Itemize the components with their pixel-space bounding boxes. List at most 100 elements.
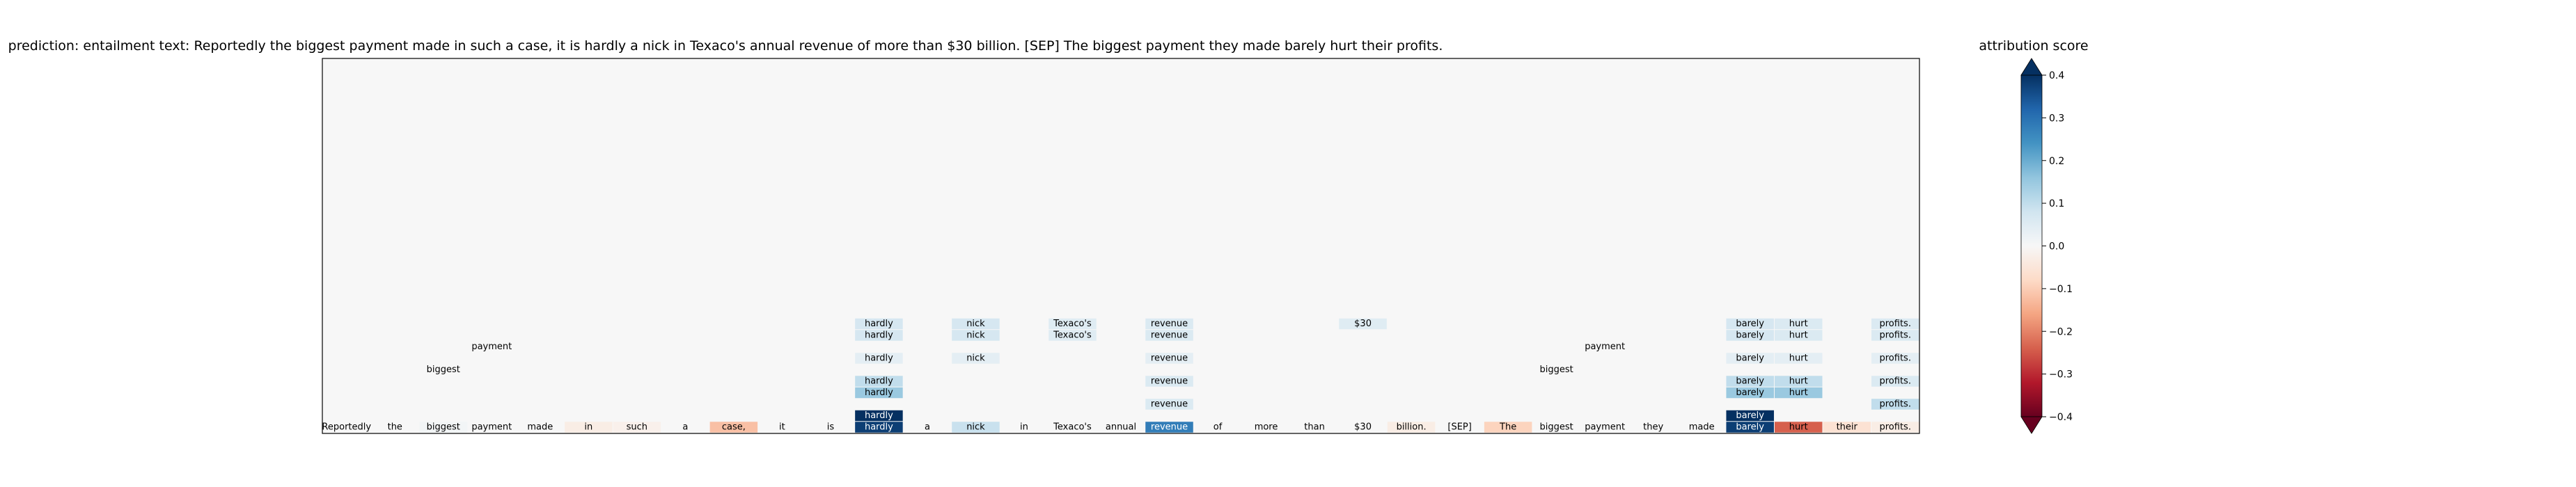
colorbar-tick-label: −0.4 <box>2049 412 2073 423</box>
token-29-label: barely <box>1736 422 1764 433</box>
token-24-cell <box>1484 422 1532 433</box>
layer-6-token-29-label: barely <box>1736 353 1764 364</box>
token-14-label: in <box>1020 422 1028 433</box>
token-16-cell <box>1097 422 1145 433</box>
layer-6-token-17-cell <box>1145 353 1193 364</box>
layer-8-token-30-cell <box>1774 330 1823 341</box>
layer-4-token-30-cell <box>1774 376 1823 387</box>
layer-5-token-2-cell <box>419 364 468 376</box>
layer-8-token-29-label: barely <box>1736 330 1764 341</box>
token-9-cell <box>758 422 806 433</box>
token-8-cell <box>709 422 758 433</box>
layer-8-token-32-cell <box>1871 330 1919 341</box>
token-28-cell <box>1677 422 1726 433</box>
layer-9-token-11-label: hardly <box>865 319 893 329</box>
layer-9-token-17-label: revenue <box>1151 319 1188 329</box>
token-4-label: made <box>527 422 553 433</box>
layer-8-token-13-cell <box>952 330 1000 341</box>
layer-3-token-30-label: hurt <box>1789 388 1808 398</box>
layer-9-token-30-cell <box>1774 318 1823 330</box>
token-1-cell <box>371 422 419 433</box>
token-13-cell <box>952 422 1000 433</box>
token-30-cell <box>1774 422 1823 433</box>
layer-4-token-17-cell <box>1145 376 1193 387</box>
token-0-cell <box>322 422 371 433</box>
token-18-cell <box>1193 422 1242 433</box>
layer-4-token-17-label: revenue <box>1151 376 1188 387</box>
colorbar-tick-label: −0.2 <box>2049 326 2073 337</box>
layer-8-token-11-label: hardly <box>865 330 893 341</box>
token-12-label: a <box>925 422 930 433</box>
token-3-cell <box>468 422 516 433</box>
token-3-label: payment <box>471 422 512 433</box>
layer-6-token-11-cell <box>855 353 903 364</box>
token-4-cell <box>516 422 565 433</box>
token-11-cell <box>855 422 903 433</box>
layer-2-token-17-label: revenue <box>1151 399 1188 410</box>
colorbar-label: attribution score <box>1979 38 2088 54</box>
layer-9-token-15-label: Texaco's <box>1053 319 1092 329</box>
token-30-label: hurt <box>1789 422 1808 433</box>
layer-6-token-11-label: hardly <box>865 353 893 364</box>
layer-4-token-11-label: hardly <box>865 376 893 387</box>
layer-9-token-13-label: nick <box>966 319 985 329</box>
token-17-cell <box>1145 422 1193 433</box>
token-21-cell <box>1339 422 1387 433</box>
layer-9-token-21-cell <box>1339 318 1387 330</box>
token-7-label: a <box>682 422 688 433</box>
layer-1-token-11-cell <box>855 410 903 422</box>
layer-1-token-29-label: barely <box>1736 410 1764 421</box>
layer-9-token-13-cell <box>952 318 1000 330</box>
token-25-label: biggest <box>1540 422 1573 433</box>
token-13-label: nick <box>966 422 985 433</box>
token-23-cell <box>1436 422 1484 433</box>
token-23-label: [SEP] <box>1447 422 1471 433</box>
layer-5-token-25-label: biggest <box>1540 365 1573 375</box>
token-26-label: payment <box>1585 422 1625 433</box>
token-17-label: revenue <box>1151 422 1188 433</box>
layer-8-token-11-cell <box>855 330 903 341</box>
colorbar-extend-bottom-icon <box>2020 416 2043 434</box>
token-6-cell <box>613 422 661 433</box>
layer-8-token-17-label: revenue <box>1151 330 1188 341</box>
plot-area <box>322 58 1919 433</box>
token-28-label: made <box>1689 422 1715 433</box>
layer-7-token-3-label: payment <box>471 342 512 352</box>
token-6-label: such <box>627 422 647 433</box>
layer-9-token-29-label: barely <box>1736 319 1764 329</box>
layer-3-token-29-label: barely <box>1736 388 1764 398</box>
layer-4-token-30-label: hurt <box>1789 376 1808 387</box>
layer-8-token-17-cell <box>1145 330 1193 341</box>
colorbar-tick-label: 0.4 <box>2049 70 2064 81</box>
token-1-label: the <box>388 422 402 433</box>
token-22-label: billion. <box>1397 422 1427 433</box>
token-31-label: their <box>1837 422 1858 433</box>
token-26-cell <box>1580 422 1629 433</box>
token-15-label: Texaco's <box>1053 422 1092 433</box>
layer-5-token-2-label: biggest <box>427 365 460 375</box>
layer-4-token-29-label: barely <box>1736 376 1764 387</box>
token-14-cell <box>1000 422 1049 433</box>
layer-5-token-25-cell <box>1532 364 1580 376</box>
layer-9-token-32-cell <box>1871 318 1919 330</box>
layer-8-token-15-label: Texaco's <box>1053 330 1092 341</box>
colorbar-tick-label: −0.1 <box>2049 284 2073 295</box>
colorbar-tick-label: 0.1 <box>2049 198 2064 209</box>
token-19-cell <box>1242 422 1290 433</box>
token-21-label: $30 <box>1354 422 1372 433</box>
colorbar-tick-label: −0.3 <box>2049 369 2073 381</box>
token-10-cell <box>806 422 855 433</box>
token-32-cell <box>1871 422 1919 433</box>
layer-9-token-15-cell <box>1049 318 1097 330</box>
token-27-cell <box>1629 422 1677 433</box>
layer-1-token-11-label: hardly <box>865 410 893 421</box>
heatmap-cells: Reportedly the biggest payment made in such a ca… <box>322 318 1919 433</box>
layer-4-token-32-cell <box>1871 376 1919 387</box>
layer-3-token-29-cell <box>1726 387 1774 399</box>
token-22-cell <box>1387 422 1436 433</box>
token-19-label: more <box>1255 422 1278 433</box>
token-8-label: case, <box>722 422 746 433</box>
layer-9-token-32-label: profits. <box>1880 319 1911 329</box>
layer-2-token-32-label: profits. <box>1880 399 1911 410</box>
layer-9-token-17-cell <box>1145 318 1193 330</box>
